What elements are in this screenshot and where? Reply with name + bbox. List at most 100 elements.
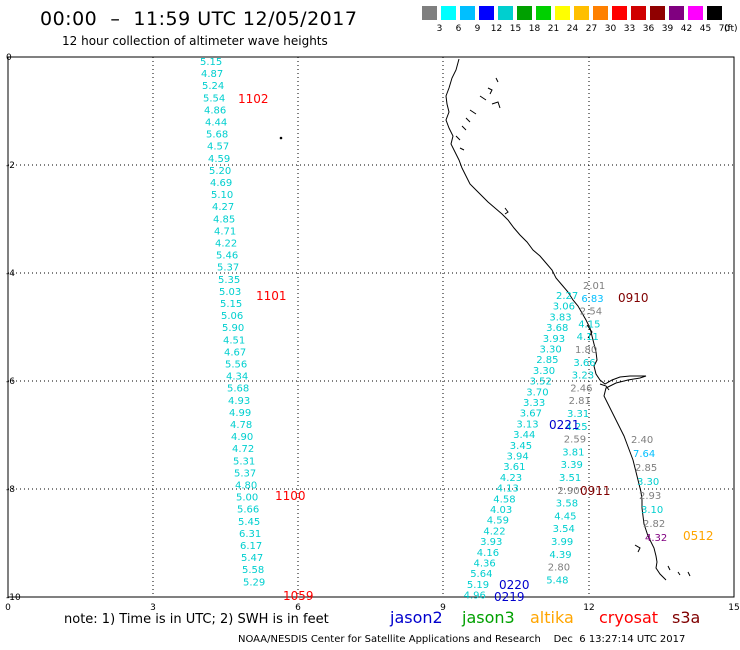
wave-height-value: 4.13 [497,484,519,495]
wave-height-value: 4.34 [226,372,248,383]
wave-height-value: 4.67 [224,347,246,358]
wave-height-value: 3.66 [573,358,595,369]
wave-height-value: 6.31 [239,529,261,540]
wave-height-value: 5.37 [217,263,239,274]
wave-height-value: 4.87 [201,69,223,80]
wave-height-value: 3.99 [551,537,573,548]
wave-height-value: 4.45 [554,511,576,522]
wave-height-value: 4.59 [208,154,230,165]
legend-s3a: s3a [672,608,701,627]
wave-height-value: 4.86 [204,105,226,116]
color-swatch [669,6,684,20]
wave-height-value: 3.30 [637,477,659,488]
color-scale-label: 70 [718,24,731,34]
wave-height-value: 3.70 [526,387,548,398]
footer-note: note: 1) Time is in UTC; 2) SWH is in fe… [64,612,329,627]
wave-height-value: 4.96 [464,591,486,602]
wave-height-value: 4.71 [214,226,236,237]
color-scale-label: 6 [455,24,462,34]
legend-jason2: jason2 [390,608,443,627]
wave-height-value: 5.48 [546,575,568,586]
wave-height-value: 5.56 [225,360,247,371]
wave-height-value: 2.27 [556,291,578,302]
color-swatch [650,6,665,20]
color-swatch [422,6,437,20]
wave-height-value: 2.01 [583,281,605,292]
wave-height-value: 3.23 [572,371,594,382]
wave-height-value: 3.61 [503,462,525,473]
wave-height-value: 4.27 [212,202,234,213]
color-scale-label: 24 [566,24,579,34]
y-tick-label: -2 [6,161,15,171]
wave-height-value: 3.30 [540,345,562,356]
wave-height-value: 2.80 [548,563,570,574]
color-swatch [612,6,627,20]
y-tick-label: -6 [6,377,15,387]
pass-time-label: 0911 [580,484,611,498]
pass-time-label: 0221 [549,418,580,432]
wave-height-value: 5.58 [242,565,264,576]
wave-height-value: 3.94 [507,452,529,463]
wave-height-value: 3.44 [513,430,535,441]
y-tick-label: -10 [6,593,21,603]
wave-height-value: 3.52 [530,377,552,388]
color-scale-label: 12 [490,24,503,34]
wave-height-value: 3.54 [553,524,575,535]
wave-height-value: 3.39 [561,460,583,471]
wave-height-value: 4.16 [477,548,499,559]
x-tick-label: 12 [583,603,594,613]
wave-height-value: 5.24 [202,81,224,92]
wave-height-value: 2.46 [570,383,592,394]
wave-height-value: 5.00 [236,493,258,504]
wave-height-value: 4.32 [645,533,667,544]
color-scale-label: 36 [642,24,655,34]
color-swatch [460,6,475,20]
color-scale-label: 27 [585,24,598,34]
wave-height-value: 4.80 [235,481,257,492]
wave-height-value: 3.93 [480,537,502,548]
color-swatch [536,6,551,20]
wave-height-value: 2.81 [569,396,591,407]
pass-time-label: 1100 [275,489,306,503]
wave-height-value: 5.20 [209,166,231,177]
wave-height-value: 5.68 [227,384,249,395]
color-swatch [441,6,456,20]
color-swatch [479,6,494,20]
wave-height-value: 5.64 [470,569,492,580]
pass-time-label: 1059 [283,589,314,603]
wave-height-value: 3.30 [533,366,555,377]
color-scale-label: 21 [547,24,560,34]
color-scale-label: 15 [509,24,522,34]
wave-height-value: 5.06 [221,311,243,322]
wave-height-value: 4.22 [215,239,237,250]
wave-height-value: 4.58 [493,494,515,505]
wave-height-value: 5.47 [241,553,263,564]
wave-height-value: 2.59 [564,435,586,446]
wave-height-value: 5.90 [222,323,244,334]
legend-cryosat: cryosat [599,608,659,627]
wave-height-value: 4.23 [500,473,522,484]
color-swatch [574,6,589,20]
wave-height-value: 7.64 [633,449,655,460]
color-swatch [498,6,513,20]
axis-tick-labels: 0 3 6 9 12 15 0 -2 -4 -6 -8 -10 [5,53,740,613]
wave-height-value: 5.10 [211,190,233,201]
wave-height-value: 4.44 [205,118,227,129]
wave-height-value: 2.85 [635,463,657,474]
wave-height-value: 5.15 [200,57,222,68]
wave-height-value: 5.35 [218,275,240,286]
wave-height-value: 4.25 [565,422,587,433]
wave-height-value: 4.11 [577,332,599,343]
color-swatch [631,6,646,20]
pass-time-label: 0910 [618,291,649,305]
map-title: 00:00 – 11:59 UTC 12/05/2017 [40,8,358,30]
wave-height-value: 4.51 [223,335,245,346]
wave-height-value: 3.68 [546,323,568,334]
pass-time-label: 1101 [256,289,287,303]
wave-height-value: 3.51 [559,473,581,484]
color-scale-label: 33 [623,24,636,34]
x-tick-label: 15 [728,603,739,613]
wave-height-value: 3.58 [556,499,578,510]
color-scale-unit: (ft) [724,24,738,34]
wave-height-value: 2.85 [536,355,558,366]
